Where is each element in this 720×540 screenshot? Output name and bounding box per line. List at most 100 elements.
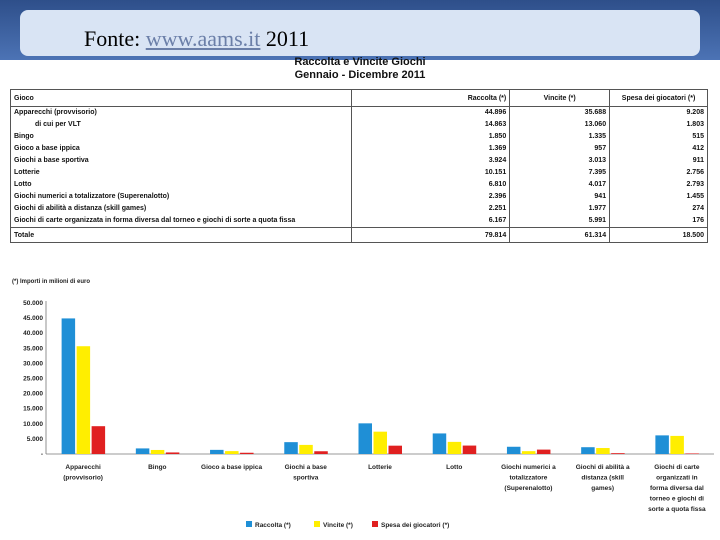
table-row: Giochi di carte organizzata in forma div… [9, 215, 708, 228]
table-cell-value: 957 [509, 143, 611, 155]
table-cell-value: 1.455 [609, 191, 708, 203]
table-row: Giochi numerici a totalizzatore (Superen… [9, 191, 708, 203]
total-label: Totale [9, 227, 353, 243]
table-cell-value: 7.395 [509, 167, 611, 179]
y-tick-label: 15.000 [23, 406, 43, 413]
table-cell-value: 3.924 [351, 155, 511, 167]
y-tick-label: 35.000 [23, 345, 43, 352]
table-row: Giochi a base sportiva 3.924 3.013 911 [9, 155, 708, 167]
table-row: Lotto 6.810 4.017 2.793 [9, 179, 708, 191]
x-tick-label: games) [591, 485, 614, 492]
bar [358, 423, 372, 454]
x-tick-label: Lotto [446, 464, 462, 471]
bar [536, 449, 551, 454]
x-tick-label: torneo e giochi di [650, 496, 704, 503]
x-tick-label: organizzati in [656, 475, 698, 482]
bar [655, 435, 669, 454]
legend-swatch [246, 521, 252, 527]
table-cell-value: 515 [609, 131, 708, 143]
bar [165, 452, 180, 454]
legend-swatch [372, 521, 378, 527]
table-row: di cui per VLT 14.863 13.060 1.803 [9, 119, 708, 131]
table-cell-value: 13.060 [509, 119, 611, 131]
y-tick-label: 30.000 [23, 360, 43, 367]
table-cell-label: Apparecchi (provvisorio) [9, 106, 353, 119]
source-link[interactable]: www.aams.it [145, 26, 261, 51]
bar [685, 453, 699, 454]
bar [135, 448, 150, 454]
bar [210, 449, 224, 454]
x-tick-label: Apparecchi [65, 464, 101, 471]
table-total-row: Totale 79.814 61.314 18.500 [9, 227, 708, 243]
source-year: 2011 [260, 26, 310, 51]
bar [76, 346, 91, 454]
table-cell-value: 911 [609, 155, 708, 167]
bar [581, 447, 595, 454]
document-title: Raccolta e Vincite Giochi [294, 56, 426, 68]
x-tick-label: distanza (skill [581, 475, 624, 482]
x-tick-label: (Superenalotto) [504, 485, 552, 492]
bar-chart: - 5.000 10.000 15.000 20.000 25.000 30.000 35.0… [23, 300, 714, 529]
table-cell-value: 10.151 [351, 167, 511, 179]
table-cell-value: 274 [609, 203, 708, 215]
table-row: Gioco a base ippica 1.369 957 412 [9, 143, 708, 155]
x-tick-label: Bingo [148, 464, 166, 471]
table-cell-value: 1.803 [609, 119, 708, 131]
legend-label: Spesa dei giocatori (*) [381, 522, 449, 529]
table-cell-label: Bingo [9, 131, 353, 143]
x-tick-label: Giochi numerici a [501, 464, 556, 471]
table-cell-value: 35.688 [509, 106, 611, 119]
table-cell-label: Giochi di abilità a distanza (skill game… [9, 203, 353, 215]
table-row: Apparecchi (provvisorio) 44.896 35.688 9.20… [9, 106, 708, 119]
header-spesa: Spesa dei giocatori (*) [609, 89, 708, 107]
header-raccolta: Raccolta (*) [351, 89, 511, 107]
x-tick-label: forma diversa dal [650, 485, 704, 492]
title-box [20, 10, 700, 56]
table-cell-value: 1.335 [509, 131, 611, 143]
table-cell-value: 1.369 [351, 143, 511, 155]
table-cell-value: 3.013 [509, 155, 611, 167]
y-tick-label: 45.000 [23, 315, 43, 322]
bar [240, 452, 254, 454]
table-cell-value: 1.977 [509, 203, 611, 215]
bar [462, 445, 477, 454]
x-tick-label: Gioco a base ippica [201, 464, 262, 471]
x-tick-label: totalizzatore [509, 475, 547, 482]
bar [91, 426, 106, 454]
table-header-row: Gioco Raccolta (*) Vincite (*) Spesa dei… [9, 89, 708, 107]
table-cell-label: Lotto [9, 179, 353, 191]
table-cell-label: di cui per VLT [9, 119, 353, 131]
table-row: Giochi di abilità a distanza (skill game… [9, 203, 708, 215]
legend-label: Raccolta (*) [255, 522, 291, 529]
bar [299, 444, 313, 454]
table-row: Bingo 1.850 1.335 515 [9, 131, 708, 143]
source-caption: Fonte: www.aams.it 2011 [84, 26, 309, 52]
bar [373, 431, 387, 454]
bar [150, 449, 165, 454]
x-tick-label: Giochi di carte [654, 464, 700, 471]
y-tick-label: 5.000 [27, 436, 44, 443]
table-cell-value: 1.850 [351, 131, 511, 143]
y-tick-label: 50.000 [23, 300, 43, 307]
y-tick-label: 10.000 [23, 421, 43, 428]
table-cell-value: 2.251 [351, 203, 511, 215]
table-cell-value: 6.810 [351, 179, 511, 191]
bar [61, 318, 76, 454]
total-value: 61.314 [509, 227, 611, 243]
header-vincite: Vincite (*) [509, 89, 611, 107]
table-cell-value: 14.863 [351, 119, 511, 131]
document-subtitle: Gennaio - Dicembre 2011 [294, 69, 426, 81]
legend-swatch [314, 521, 320, 527]
y-tick-label: - [41, 451, 43, 458]
table-cell-value: 941 [509, 191, 611, 203]
table-cell-value: 9.208 [609, 106, 708, 119]
table-cell-value: 412 [609, 143, 708, 155]
total-value: 79.814 [351, 227, 511, 243]
y-tick-label: 20.000 [23, 391, 43, 398]
bar [506, 446, 521, 454]
table-cell-label: Gioco a base ippica [9, 143, 353, 155]
table-cell-value: 176 [609, 215, 708, 228]
bar [284, 442, 298, 454]
x-tick-label: Giochi a base [285, 464, 328, 471]
table-row: Lotterie 10.151 7.395 2.756 [9, 167, 708, 179]
